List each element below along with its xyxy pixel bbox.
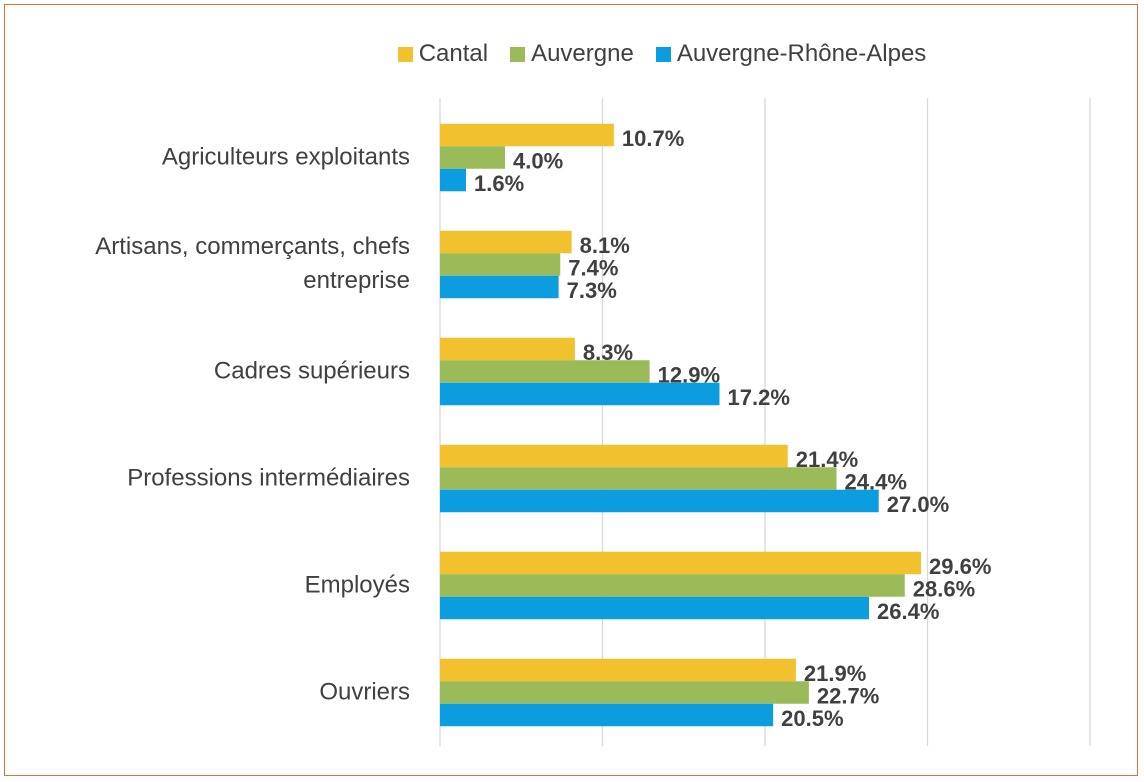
value-label: 26.4% bbox=[877, 599, 939, 624]
legend-label: Auvergne-Rhône-Alpes bbox=[676, 40, 927, 67]
bar bbox=[440, 253, 561, 276]
value-label: 4.0% bbox=[513, 148, 563, 173]
legend-swatch bbox=[655, 46, 671, 62]
bar bbox=[440, 467, 837, 490]
category-label: Employés bbox=[304, 571, 410, 599]
bar bbox=[440, 703, 774, 727]
value-label: 29.6% bbox=[929, 554, 991, 579]
bar bbox=[440, 168, 466, 192]
value-label: 17.2% bbox=[728, 385, 790, 410]
bar bbox=[440, 489, 879, 513]
bar bbox=[440, 382, 720, 406]
bar bbox=[440, 681, 809, 704]
bar bbox=[440, 275, 559, 299]
value-label: 7.3% bbox=[567, 278, 617, 303]
legend-item: Cantal bbox=[397, 40, 489, 68]
bar bbox=[440, 360, 650, 383]
legend-swatch bbox=[397, 46, 413, 62]
category-label: Professions intermédiaires bbox=[127, 464, 410, 492]
bar bbox=[440, 444, 788, 468]
value-label: 8.1% bbox=[580, 233, 630, 258]
legend-label: Auvergne bbox=[531, 40, 634, 67]
bar bbox=[440, 574, 905, 597]
legend-item: Auvergne bbox=[510, 40, 634, 68]
category-label: Cadres supérieurs bbox=[213, 357, 410, 385]
bar bbox=[440, 551, 921, 575]
category-label: Ouvriers bbox=[319, 678, 410, 706]
legend-label: Cantal bbox=[418, 40, 489, 67]
value-label: 28.6% bbox=[913, 576, 975, 601]
category-label: Agriculteurs exploitants bbox=[161, 143, 410, 171]
bar bbox=[440, 123, 614, 147]
chart-frame bbox=[4, 4, 1138, 776]
bar bbox=[440, 596, 869, 620]
legend-item: Auvergne-Rhône-Alpes bbox=[655, 40, 927, 68]
category-label: Artisans, commerçants, chefs entreprise bbox=[95, 232, 410, 295]
bar bbox=[440, 337, 575, 361]
bar bbox=[440, 230, 572, 254]
bar bbox=[440, 658, 796, 682]
value-label: 22.7% bbox=[817, 683, 879, 708]
bar bbox=[440, 146, 505, 169]
value-label: 7.4% bbox=[568, 255, 618, 280]
value-label: 27.0% bbox=[887, 492, 949, 517]
legend: Cantal Auvergne Auvergne-Rhône-Alpes bbox=[0, 40, 1144, 68]
value-label: 20.5% bbox=[781, 706, 843, 731]
legend-swatch bbox=[510, 46, 526, 62]
value-label: 1.6% bbox=[474, 171, 524, 196]
value-label: 10.7% bbox=[622, 126, 684, 151]
value-label: 21.9% bbox=[804, 661, 866, 686]
